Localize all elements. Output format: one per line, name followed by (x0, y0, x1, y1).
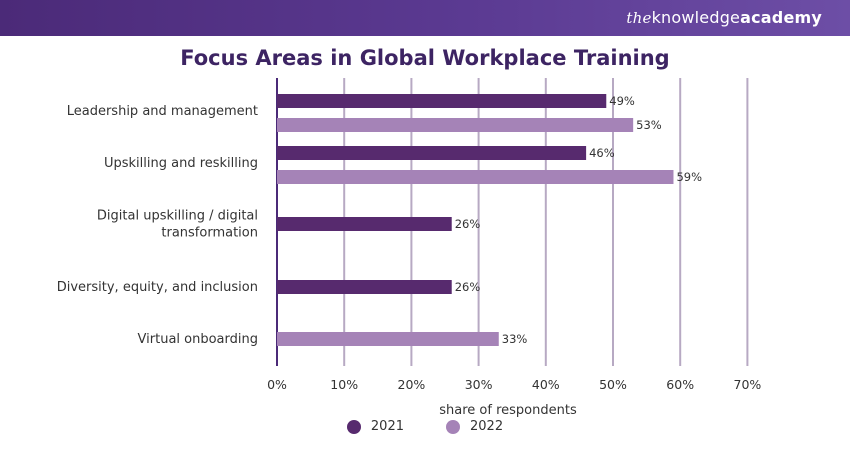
data-label: 53% (636, 118, 662, 132)
legend-item-2022: 2022 (446, 419, 503, 434)
data-label: 49% (609, 94, 635, 108)
brand-the: the (626, 9, 652, 27)
brand-knowledge: knowledge (651, 8, 741, 27)
x-tick-label: 70% (734, 377, 762, 392)
legend: 2021 2022 (0, 419, 850, 434)
data-label: 46% (589, 146, 615, 160)
data-label: 33% (502, 332, 528, 346)
category-label: Digital upskilling / digital transformati… (97, 209, 258, 241)
data-label: 26% (455, 280, 481, 294)
x-tick-label: 10% (330, 377, 358, 392)
bar-layer (277, 94, 674, 346)
bar-2022 (277, 118, 634, 132)
bar-2022 (277, 332, 499, 346)
brand-academy: academy (740, 8, 822, 27)
x-tick-label: 40% (532, 377, 560, 392)
header-band: theknowledgeacademy (0, 0, 850, 36)
x-tick-label: 60% (666, 377, 694, 392)
bar-2021 (277, 94, 607, 108)
x-tick-label: 0% (267, 377, 287, 392)
legend-swatch (346, 419, 361, 434)
x-axis-label: share of respondents (439, 403, 577, 418)
chart-title: Focus Areas in Global Workplace Training (180, 46, 670, 70)
bar-2021 (277, 217, 452, 231)
legend-label: 2021 (370, 419, 404, 434)
legend-swatch (446, 419, 460, 434)
bar-2022 (277, 170, 674, 184)
legend-item-2021: 2021 (346, 419, 404, 434)
bar-2021 (277, 280, 452, 294)
x-tick-label: 20% (398, 377, 426, 392)
category-label: Upskilling and reskilling (104, 156, 258, 171)
data-label: 26% (455, 217, 481, 231)
x-tick-label: 50% (599, 377, 627, 392)
category-label: Leadership and management (67, 104, 258, 119)
category-label: Diversity, equity, and inclusion (57, 280, 258, 295)
data-label: 59% (676, 170, 702, 184)
bar-2021 (277, 146, 587, 160)
legend-label: 2022 (470, 419, 504, 434)
x-tick-label: 30% (465, 377, 493, 392)
label-layer: 0% 10% 20% 30% 40% 50% 60% 70% Leadership and ma… (57, 94, 762, 392)
category-label: Virtual onboarding (138, 332, 258, 347)
brand-logo: theknowledgeacademy (626, 8, 822, 27)
